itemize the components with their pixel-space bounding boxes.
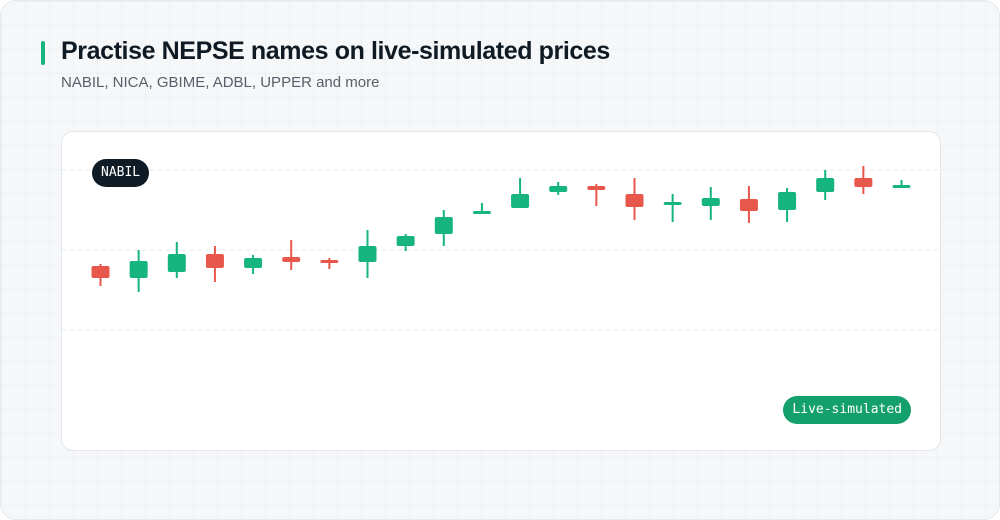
candle bbox=[701, 187, 720, 220]
candle-body-up bbox=[549, 186, 568, 192]
candle-body-up bbox=[244, 258, 263, 268]
candle bbox=[396, 234, 415, 251]
title-accent-bar bbox=[41, 41, 45, 65]
candle bbox=[587, 184, 606, 206]
candle-body-up bbox=[129, 261, 148, 278]
candle-body-up bbox=[778, 192, 797, 210]
candle-body-down bbox=[205, 254, 224, 268]
candle-body-up bbox=[434, 217, 453, 234]
page-subtitle: NABIL, NICA, GBIME, ADBL, UPPER and more bbox=[61, 74, 380, 91]
candle bbox=[205, 246, 224, 282]
live-simulated-badge: Live-simulated bbox=[783, 396, 911, 424]
chart-card: NABIL Live-simulated bbox=[61, 131, 941, 451]
candle bbox=[434, 210, 453, 246]
page-title: Practise NEPSE names on live-simulated p… bbox=[61, 37, 610, 65]
candle-body-down bbox=[854, 178, 873, 187]
candle bbox=[511, 178, 530, 208]
candlestick-chart bbox=[62, 166, 940, 331]
candle bbox=[778, 188, 797, 222]
candle-body-up bbox=[511, 194, 530, 208]
candle-body-down bbox=[625, 194, 644, 207]
candle-body-down bbox=[91, 266, 110, 278]
candle-body-up bbox=[472, 211, 491, 214]
candle bbox=[816, 170, 835, 200]
candle-body-up bbox=[167, 254, 186, 272]
candle bbox=[549, 182, 568, 195]
candle bbox=[167, 242, 186, 278]
candle bbox=[739, 186, 758, 223]
candle bbox=[892, 180, 911, 188]
candle bbox=[854, 166, 873, 194]
candle bbox=[472, 203, 491, 214]
candle-body-up bbox=[396, 236, 415, 246]
candle bbox=[663, 194, 682, 222]
candle-body-down bbox=[739, 199, 758, 211]
candle bbox=[320, 258, 339, 269]
candle bbox=[358, 230, 377, 278]
candle-body-down bbox=[320, 260, 339, 263]
candle bbox=[91, 264, 110, 286]
candle bbox=[282, 240, 301, 270]
candle bbox=[129, 250, 148, 292]
ticker-badge: NABIL bbox=[92, 159, 150, 187]
candle-body-up bbox=[892, 185, 911, 188]
candle-body-down bbox=[282, 257, 301, 262]
candle bbox=[625, 178, 644, 220]
candle-body-up bbox=[358, 246, 377, 262]
candle-body-up bbox=[701, 198, 720, 206]
candle-body-down bbox=[587, 186, 606, 190]
candle-body-up bbox=[663, 202, 682, 205]
candle-body-up bbox=[816, 178, 835, 192]
candle bbox=[244, 255, 263, 274]
